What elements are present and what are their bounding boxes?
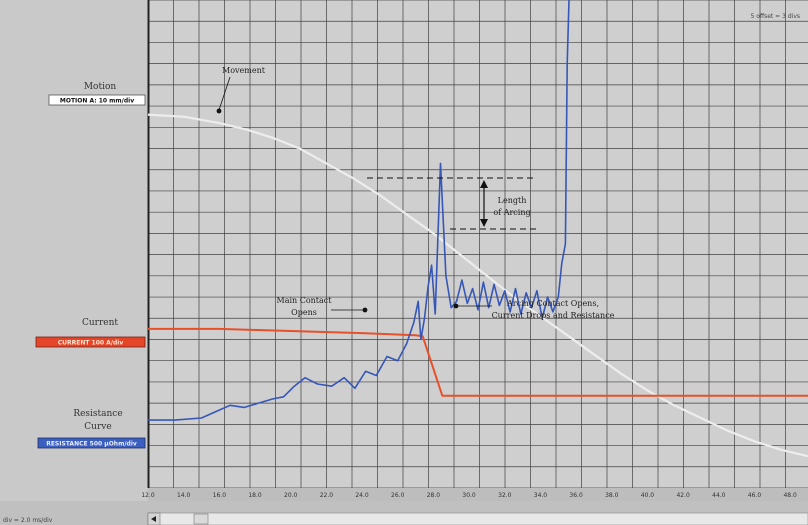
x-tick-label: 18.0: [248, 492, 262, 499]
arc-arrow-down: [480, 219, 488, 227]
x-tick-label: 36.0: [569, 492, 583, 499]
resistance-badge[interactable]: RESISTANCE 500 µOhm/div: [37, 437, 146, 449]
x-tick-label: 12.0: [141, 492, 155, 499]
scroll-left-icon: [151, 516, 156, 522]
motion-badge[interactable]: MOTION A: 10 mm/div: [48, 94, 146, 106]
x-tick-label: 26.0: [391, 492, 405, 499]
x-tick-label: 30.0: [462, 492, 476, 499]
resistance-label: Resistance: [73, 409, 122, 419]
length-annotation-2: of Arcing: [493, 208, 530, 217]
scroll-thumb[interactable]: [193, 513, 209, 525]
main-contact-annotation: Main Contact: [277, 296, 333, 305]
movement-leader: [218, 76, 231, 111]
grid-lines: [147, 0, 808, 489]
timebase-status: div = 2.0 ms/div: [3, 517, 53, 524]
current-series-line: [148, 327, 808, 397]
resistance-label-2: Curve: [84, 422, 111, 432]
series-layer: [147, 0, 808, 458]
main-contact-dot: [362, 307, 368, 313]
svg-text:CURRENT 100 A/div: CURRENT 100 A/div: [58, 340, 124, 347]
channel-panel: [0, 0, 148, 488]
x-tick-label: 22.0: [320, 492, 334, 499]
x-tick-label: 48.0: [783, 492, 797, 499]
x-tick-label: 44.0: [712, 492, 726, 499]
resistance-series-line: [148, 0, 570, 421]
offset-readout: 5 offset = 3 divs: [751, 13, 800, 20]
motion-series-line: [147, 113, 808, 458]
x-tick-labels: 12.0 14.0 16.0 18.0 20.0 22.0 24.0 26.0 28.0 30.0…: [141, 492, 797, 499]
annotations: Movement Length of Arcing Main Contact O…: [216, 66, 615, 320]
x-tick-label: 16.0: [213, 492, 227, 499]
arcing-contact-annotation: Arcing Contact Opens,: [506, 299, 599, 308]
x-tick-label: 46.0: [748, 492, 762, 499]
x-tick-label: 32.0: [498, 492, 512, 499]
movement-dot: [216, 108, 222, 114]
main-contact-annotation-2: Opens: [291, 308, 317, 317]
arcing-contact-annotation-2: Current Drops and Resistance: [492, 311, 615, 320]
plot-area: [148, 0, 808, 488]
x-tick-label: 20.0: [284, 492, 298, 499]
motion-label: Motion: [84, 82, 117, 92]
movement-annotation: Movement: [222, 66, 266, 75]
svg-text:MOTION A: 10 mm/div: MOTION A: 10 mm/div: [60, 98, 134, 105]
length-annotation: Length: [498, 196, 527, 205]
x-tick-label: 14.0: [177, 492, 191, 499]
x-tick-label: 38.0: [605, 492, 619, 499]
arc-arrow-up: [480, 180, 488, 188]
x-tick-label: 34.0: [534, 492, 548, 499]
svg-text:RESISTANCE 500 µOhm/div: RESISTANCE 500 µOhm/div: [46, 441, 137, 448]
x-tick-label: 42.0: [676, 492, 690, 499]
x-axis-bar: [148, 488, 808, 501]
horizontal-scrollbar[interactable]: [147, 512, 808, 525]
arcing-contact-dot: [453, 303, 459, 309]
x-tick-label: 40.0: [641, 492, 655, 499]
current-label: Current: [82, 318, 118, 328]
x-tick-label: 24.0: [355, 492, 369, 499]
x-tick-label: 28.0: [427, 492, 441, 499]
current-badge[interactable]: CURRENT 100 A/div: [35, 336, 146, 348]
